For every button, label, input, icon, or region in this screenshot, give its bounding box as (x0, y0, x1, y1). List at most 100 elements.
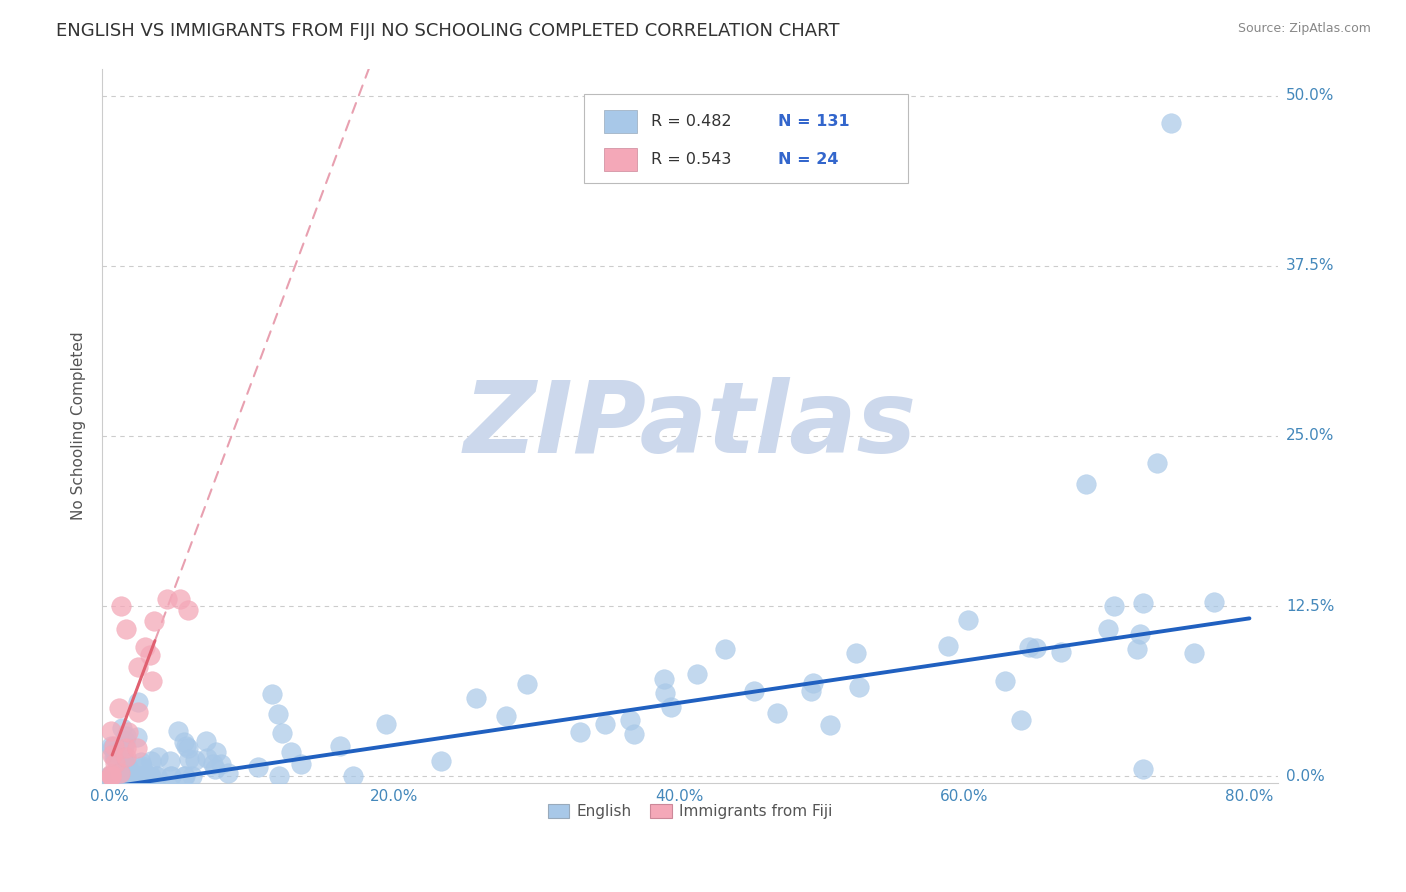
Point (173, 735, 195, 749)
Point (107, 769, 129, 783)
Point (145, 769, 167, 783)
Point (181, 769, 204, 783)
Point (280, 746, 302, 760)
Point (117, 769, 139, 783)
Point (112, 769, 135, 783)
Point (101, 769, 124, 783)
Point (98, 769, 121, 783)
Point (713, 642, 735, 657)
Point (652, 672, 675, 686)
Point (271, 726, 294, 740)
Point (112, 739, 135, 754)
Point (131, 758, 153, 772)
Point (495, 709, 517, 723)
Point (160, 769, 183, 783)
Point (177, 740, 200, 755)
Point (430, 754, 453, 768)
Point (156, 592, 179, 607)
Point (110, 769, 132, 783)
Point (845, 646, 868, 660)
Point (1160, 116, 1182, 130)
Point (110, 599, 132, 613)
Point (173, 769, 195, 783)
Point (160, 769, 183, 783)
Point (936, 639, 959, 653)
Point (128, 769, 150, 783)
Text: 0.0%: 0.0% (1286, 769, 1324, 784)
Text: 12.5%: 12.5% (1286, 599, 1334, 614)
Point (329, 739, 352, 754)
Legend: English, Immigrants from Fiji: English, Immigrants from Fiji (541, 798, 838, 825)
Point (184, 754, 207, 768)
Text: N = 131: N = 131 (779, 114, 849, 129)
Point (114, 769, 136, 783)
Y-axis label: No Schooling Completed: No Schooling Completed (72, 332, 86, 520)
Point (654, 686, 676, 700)
Point (139, 769, 162, 783)
Point (98, 769, 121, 783)
Point (1010, 713, 1032, 727)
Point (260, 687, 283, 701)
Point (515, 677, 537, 691)
Point (115, 769, 138, 783)
Point (110, 769, 132, 783)
Point (247, 760, 270, 774)
Point (134, 769, 156, 783)
Point (179, 752, 201, 766)
Point (112, 749, 135, 764)
Point (1132, 596, 1154, 610)
Point (115, 750, 138, 764)
Point (105, 769, 128, 783)
Text: ENGLISH VS IMMIGRANTS FROM FIJI NO SCHOOLING COMPLETED CORRELATION CHART: ENGLISH VS IMMIGRANTS FROM FIJI NO SCHOO… (56, 22, 839, 40)
Point (174, 769, 197, 783)
Point (290, 757, 312, 772)
Point (118, 769, 141, 783)
Point (114, 769, 136, 783)
FancyBboxPatch shape (605, 148, 637, 170)
Point (105, 769, 128, 783)
Point (957, 613, 980, 627)
Point (100, 769, 122, 783)
Point (167, 724, 190, 739)
Point (267, 769, 290, 783)
Point (1146, 456, 1168, 470)
Point (568, 725, 591, 739)
FancyBboxPatch shape (605, 110, 637, 133)
Point (134, 640, 156, 654)
Point (100, 769, 122, 783)
Point (623, 727, 645, 741)
Point (115, 622, 138, 636)
Point (108, 701, 131, 715)
Point (593, 716, 616, 731)
Point (1202, 595, 1225, 609)
Point (1097, 622, 1119, 636)
Point (108, 766, 131, 780)
Point (800, 684, 823, 698)
Point (100, 739, 122, 754)
Text: 50.0%: 50.0% (1286, 88, 1334, 103)
Point (464, 691, 486, 706)
Point (1182, 647, 1205, 661)
Text: Source: ZipAtlas.com: Source: ZipAtlas.com (1237, 22, 1371, 36)
Point (118, 769, 141, 783)
Point (112, 756, 135, 770)
Point (1102, 599, 1125, 613)
Text: R = 0.482: R = 0.482 (651, 114, 733, 129)
Point (205, 745, 228, 759)
Point (1018, 640, 1040, 654)
Point (110, 769, 132, 783)
Point (128, 769, 150, 783)
Point (820, 718, 842, 732)
Point (103, 739, 125, 753)
Point (115, 741, 138, 756)
Point (139, 754, 162, 768)
Point (742, 683, 765, 698)
Point (195, 751, 218, 765)
Point (103, 750, 125, 764)
Point (143, 615, 166, 629)
Point (204, 762, 226, 776)
Point (108, 769, 131, 783)
Point (104, 745, 127, 759)
Point (115, 769, 138, 783)
Point (125, 730, 148, 744)
